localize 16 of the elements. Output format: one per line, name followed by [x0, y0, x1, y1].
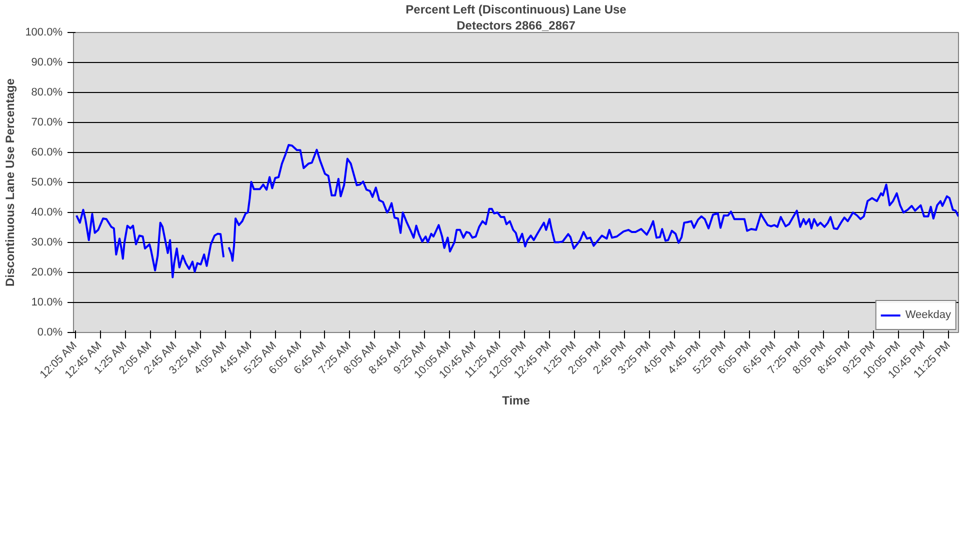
y-tick-label: 40.0% — [31, 206, 63, 218]
y-tick-label: 90.0% — [31, 56, 63, 68]
y-tick-label: 100.0% — [25, 26, 63, 38]
y-tick-label: 50.0% — [31, 176, 63, 188]
y-tick-label: 10.0% — [31, 296, 63, 308]
y-tick-label: 80.0% — [31, 86, 63, 98]
x-axis-title: Time — [502, 393, 530, 408]
y-tick-label: 0.0% — [37, 326, 63, 338]
chart-title: Percent Left (Discontinuous) Lane Use — [406, 2, 627, 16]
legend-label: Weekday — [905, 309, 951, 321]
y-tick-label: 70.0% — [31, 116, 63, 128]
y-tick-label: 20.0% — [31, 266, 63, 278]
y-tick-label: 30.0% — [31, 236, 63, 248]
y-axis-title: Discontinuous Lane Use Percentage — [3, 78, 18, 287]
chart-subtitle: Detectors 2866_2867 — [456, 18, 576, 32]
y-tick-label: 60.0% — [31, 146, 63, 158]
